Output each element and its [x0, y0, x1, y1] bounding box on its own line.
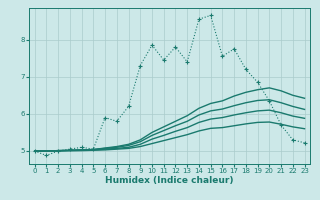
X-axis label: Humidex (Indice chaleur): Humidex (Indice chaleur) — [105, 176, 234, 185]
